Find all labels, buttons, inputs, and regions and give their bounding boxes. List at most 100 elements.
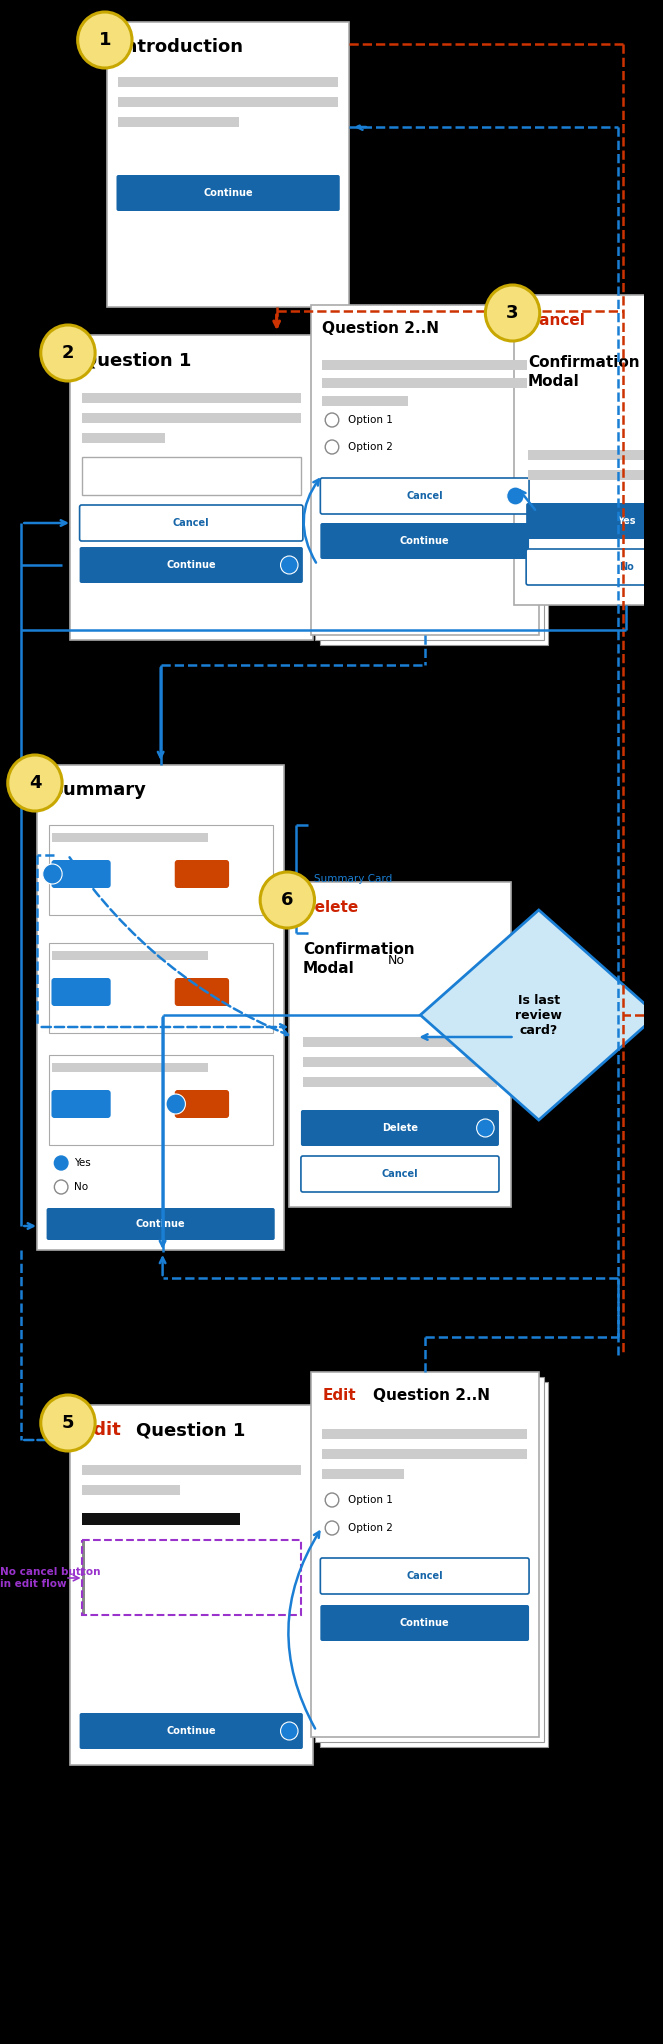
Text: 1: 1 [99,31,111,49]
Circle shape [54,1157,68,1169]
FancyBboxPatch shape [322,1470,404,1480]
Text: Delete: Delete [382,1122,418,1132]
Circle shape [325,439,339,454]
Text: Question 1: Question 1 [82,352,191,370]
FancyBboxPatch shape [289,883,511,1208]
FancyBboxPatch shape [528,470,663,480]
Text: Is last
review
card?: Is last review card? [515,993,562,1036]
FancyBboxPatch shape [320,1558,529,1594]
FancyBboxPatch shape [322,1429,527,1439]
FancyBboxPatch shape [322,397,408,407]
FancyBboxPatch shape [301,1157,499,1192]
Circle shape [325,1521,339,1535]
Text: Question 2..N: Question 2..N [373,1388,490,1402]
Text: Confirmation
Modal: Confirmation Modal [303,942,414,975]
Text: Edit: Edit [322,1388,356,1402]
FancyBboxPatch shape [322,360,527,370]
Text: Yes: Yes [629,979,649,991]
Circle shape [477,1118,494,1136]
Text: No: No [388,953,404,967]
Text: Option 2: Option 2 [347,1523,392,1533]
Text: Continue: Continue [166,1725,216,1735]
Text: Question 1: Question 1 [136,1421,245,1439]
FancyBboxPatch shape [528,450,663,460]
FancyBboxPatch shape [52,977,111,1006]
Circle shape [78,12,132,67]
FancyBboxPatch shape [82,433,165,444]
FancyBboxPatch shape [119,117,239,127]
FancyBboxPatch shape [70,1404,312,1766]
Circle shape [507,486,524,505]
Text: Summary: Summary [50,781,147,799]
Text: Continue: Continue [136,1218,186,1228]
Circle shape [325,413,339,427]
FancyBboxPatch shape [82,413,301,423]
FancyBboxPatch shape [175,861,229,887]
Text: Continue: Continue [400,1619,450,1627]
FancyBboxPatch shape [46,1208,274,1241]
Text: Option 1: Option 1 [347,1494,392,1504]
FancyBboxPatch shape [48,1055,272,1145]
Text: No: No [74,1181,88,1192]
FancyBboxPatch shape [316,311,544,640]
FancyBboxPatch shape [303,1057,497,1067]
FancyBboxPatch shape [175,1089,229,1118]
FancyBboxPatch shape [175,977,229,1006]
FancyBboxPatch shape [52,1063,208,1071]
Text: Cancel: Cancel [406,1572,443,1580]
Circle shape [42,865,62,883]
FancyBboxPatch shape [52,1089,111,1118]
FancyBboxPatch shape [514,294,663,605]
Text: Edit: Edit [82,1421,121,1439]
Text: Option 1: Option 1 [347,415,392,425]
Text: 3: 3 [507,305,519,323]
FancyBboxPatch shape [320,523,529,558]
Text: 6: 6 [281,891,294,910]
FancyBboxPatch shape [117,176,339,211]
FancyBboxPatch shape [303,1077,497,1087]
Polygon shape [420,910,657,1120]
FancyBboxPatch shape [303,1036,497,1047]
Text: Delete: Delete [303,899,359,916]
FancyBboxPatch shape [526,503,663,540]
FancyBboxPatch shape [322,1449,527,1459]
Text: Continue: Continue [204,188,253,198]
Text: Option 2: Option 2 [347,442,392,452]
FancyBboxPatch shape [316,1378,544,1741]
Circle shape [260,873,314,928]
Text: Question 2..N: Question 2..N [322,321,440,335]
Circle shape [40,1394,95,1451]
Circle shape [280,1721,298,1739]
Circle shape [485,284,540,341]
FancyBboxPatch shape [70,335,312,640]
FancyBboxPatch shape [119,96,338,106]
FancyBboxPatch shape [301,1110,499,1147]
FancyBboxPatch shape [320,1382,548,1748]
Text: Cancel: Cancel [406,491,443,501]
Text: 4: 4 [29,775,41,791]
FancyBboxPatch shape [82,392,301,403]
FancyBboxPatch shape [37,764,284,1251]
FancyBboxPatch shape [48,942,272,1032]
FancyBboxPatch shape [52,834,208,842]
FancyBboxPatch shape [320,315,548,646]
Circle shape [166,1094,186,1114]
FancyBboxPatch shape [82,1466,301,1476]
Text: Confirmation
Modal: Confirmation Modal [528,356,640,388]
FancyBboxPatch shape [320,1605,529,1641]
Text: No cancel button
in edit flow: No cancel button in edit flow [0,1568,101,1588]
Text: Yes: Yes [74,1159,91,1167]
FancyBboxPatch shape [52,950,208,961]
Text: Cancel: Cancel [382,1169,418,1179]
FancyBboxPatch shape [311,305,539,636]
Text: No: No [619,562,634,572]
Circle shape [54,1179,68,1194]
Circle shape [280,556,298,574]
FancyBboxPatch shape [82,1486,180,1494]
FancyBboxPatch shape [82,458,301,495]
FancyBboxPatch shape [311,1372,539,1737]
Text: Summary Card: Summary Card [314,875,392,883]
FancyBboxPatch shape [322,378,527,388]
Circle shape [8,754,62,811]
Text: Cancel: Cancel [528,313,585,327]
